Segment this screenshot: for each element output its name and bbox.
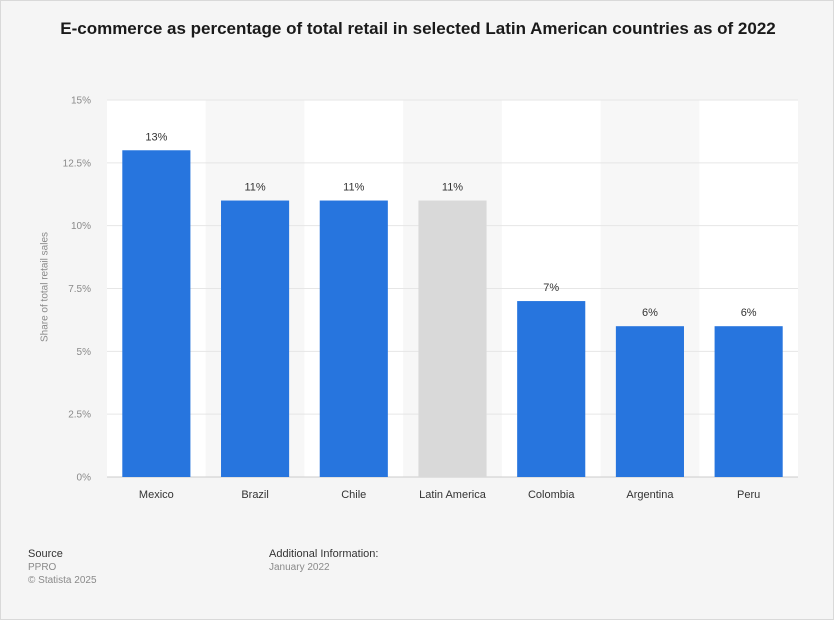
bar xyxy=(221,200,290,478)
x-tick-label: Colombia xyxy=(528,489,575,501)
data-label: 7% xyxy=(543,282,559,294)
y-tick-label: 15% xyxy=(71,96,91,107)
data-label: 11% xyxy=(343,182,364,194)
copyright[interactable]: © Statista 2025 xyxy=(28,575,97,586)
bar xyxy=(319,200,388,478)
x-tick-label: Mexico xyxy=(139,489,174,501)
additional-info-heading: Additional Information: xyxy=(269,548,379,560)
x-tick-label: Chile xyxy=(341,489,366,501)
y-axis-label: Share of total retail sales xyxy=(39,231,51,343)
source-name[interactable]: PPRO xyxy=(28,562,57,573)
y-tick-label: 5% xyxy=(77,347,92,358)
bar xyxy=(418,200,487,478)
data-label: 6% xyxy=(741,307,757,319)
y-tick-label: 7.5% xyxy=(68,284,91,295)
y-tick-label: 12.5% xyxy=(63,158,91,169)
y-tick-label: 10% xyxy=(71,221,91,232)
source-heading: Source xyxy=(28,548,63,560)
y-tick-label: 0% xyxy=(77,473,92,484)
x-tick-label: Latin America xyxy=(419,489,487,501)
additional-info-block: Additional Information: January 2022 xyxy=(269,548,378,574)
x-tick-label: Brazil xyxy=(241,489,269,501)
data-label: 11% xyxy=(442,182,463,194)
bar xyxy=(517,301,586,477)
y-tick-label: 2.5% xyxy=(68,410,91,421)
data-label: 11% xyxy=(244,182,265,194)
bar-chart: 0% 2.5% 5% 7.5% 10% 12.5% 15% 13% Mexico 11% Brazi… xyxy=(63,96,798,501)
additional-info-text: January 2022 xyxy=(269,562,330,573)
data-label: 13% xyxy=(145,131,167,143)
bar xyxy=(122,150,191,477)
x-tick-label: Peru xyxy=(737,489,760,501)
bar xyxy=(714,326,783,477)
x-tick-label: Argentina xyxy=(626,489,674,501)
chart-title: E-commerce as percentage of total retail… xyxy=(60,19,776,38)
source-block: Source PPRO © Statista 2025 xyxy=(28,548,97,587)
bar xyxy=(615,326,684,477)
data-label: 6% xyxy=(642,307,658,319)
